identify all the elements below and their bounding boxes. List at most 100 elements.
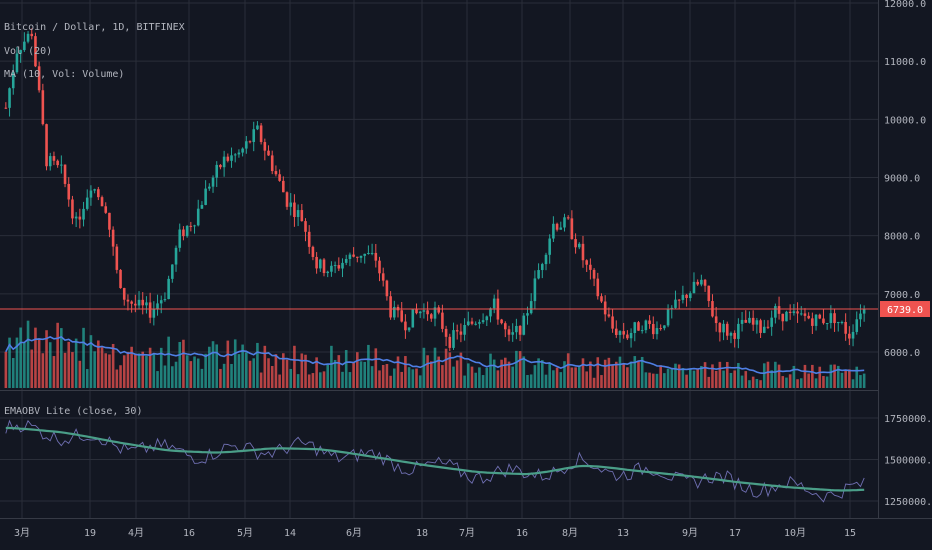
volume-bar [367,344,370,388]
candle-body [792,311,796,314]
candle-body [418,311,422,314]
legend-indicator[interactable]: EMAOBV Lite (close, 30) [4,406,143,417]
candle-body [515,325,518,333]
candle-body [267,150,270,156]
volume-bar [740,375,744,388]
candle-body [777,306,781,314]
candle-body [97,189,100,198]
candle-body [56,160,59,166]
volume-bar [537,358,540,388]
volume-bar [577,365,581,388]
candle-body [200,204,204,209]
volume-bar [378,370,381,388]
volume-bar [762,363,766,388]
volume-bar [600,375,603,388]
volume-bar [737,363,740,388]
grid [0,0,878,518]
candle-body [108,212,111,230]
candle-body [219,164,222,168]
volume-bar [507,361,511,388]
volume-bar [803,364,807,388]
candle-body [319,259,322,269]
candle-body [829,313,833,324]
volume-bar [818,366,822,388]
volume-bar [374,348,378,388]
volume-bar [651,373,655,388]
volume-bar [840,372,844,388]
candle-body [840,321,844,323]
indicator-tick-label: 1750000.0000 [884,414,932,425]
candle-body [818,314,822,319]
volume-bar [862,373,866,388]
candle-body [19,50,22,54]
candle-body [570,218,574,240]
candle-body [622,331,625,335]
volume-bar [137,353,141,388]
candle-body [15,53,19,73]
candle-body [93,189,96,191]
volume-bar [825,376,829,388]
candle-body [196,208,200,226]
volume-bar [807,373,810,388]
volume-bar [733,370,736,388]
volume-bar [315,357,318,388]
volume-bar [788,374,792,388]
legend-volume-ma[interactable]: MA (10, Vol: Volume) [4,69,125,80]
candle-body [833,313,836,324]
candle-body [663,325,666,329]
volume-bar [670,368,674,388]
volume-bar [400,371,403,388]
legend-volume[interactable]: Vol (20) [4,46,53,57]
candle-body [733,332,736,339]
candle-body [703,279,707,286]
volume-bar [115,369,119,388]
volume-bar [389,375,392,388]
candle-body [404,321,407,331]
volume-bar [589,361,592,388]
price-tick-label: 12000.0 [884,0,926,10]
candle-body [714,316,718,324]
candle-body [134,303,137,306]
date-tick-label: 14 [284,528,296,539]
volume-bar [108,354,111,388]
date-tick-label: 8月 [562,527,578,539]
candle-body [174,247,178,265]
candle-body [137,299,141,306]
volume-bar [729,372,733,388]
volume-bar [174,361,178,388]
volume-bar [859,375,862,388]
volume-bar [270,366,274,388]
candle-body [282,180,285,193]
legend-symbol[interactable]: Bitcoin / Dollar, 1D, BITFINEX [4,22,185,33]
candle-body [407,327,411,331]
candle-body [233,154,237,156]
volume-bar [829,364,833,388]
volume-bar [503,357,507,388]
volume-bar [511,366,514,388]
volume-bar [566,353,570,388]
volume-bar [744,371,748,388]
candle-body [156,303,159,309]
candle-body [296,210,300,218]
volume-bar [748,380,751,388]
candle-body [452,330,455,348]
volume-bar [89,335,93,388]
candle-body [411,309,415,328]
candle-body [263,142,267,151]
volume-bar [618,356,622,388]
candle-body [230,155,233,161]
volume-bar [326,364,330,388]
candle-body [751,317,755,325]
volume-bar [82,327,85,388]
volume-bar [422,347,426,388]
volume-bar [489,353,492,388]
candle-body [322,259,326,274]
candle-body [825,323,829,325]
volume-bar [633,356,637,388]
volume-bar [500,359,503,388]
candle-body [307,231,311,247]
volume-bar [141,351,145,388]
date-tick-label: 16 [516,528,528,539]
